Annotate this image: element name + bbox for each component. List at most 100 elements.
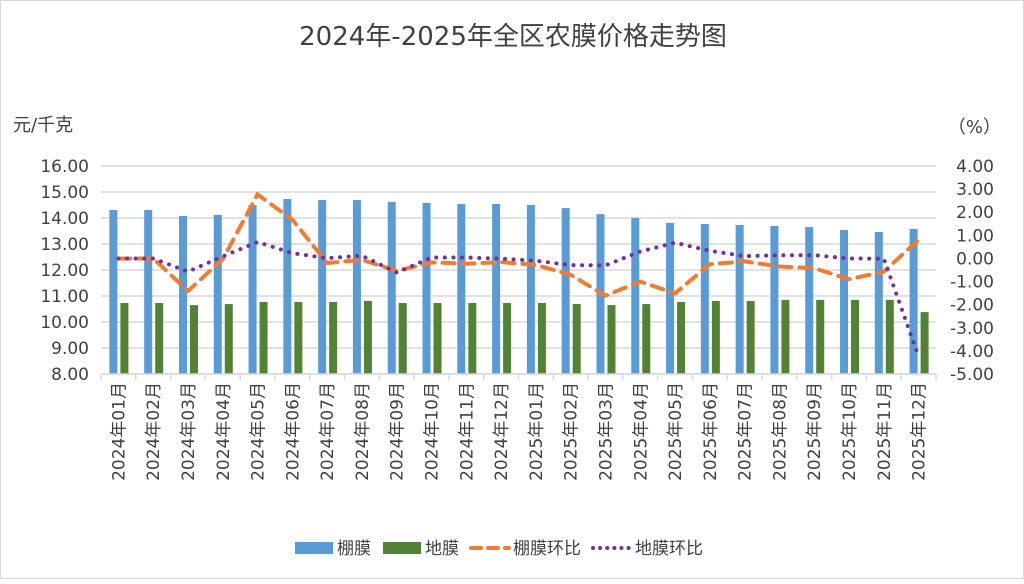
x-tick-label: 2024年04月 [214, 382, 234, 481]
y2-axis-label: （%） [948, 117, 1001, 138]
x-tick-label: 2025年03月 [596, 382, 616, 481]
y2-tick-label: -2.00 [950, 296, 994, 316]
bar-地膜 [781, 299, 790, 374]
y2-tick-label: -3.00 [950, 319, 994, 339]
x-tick-label: 2025年11月 [875, 382, 895, 481]
bar-棚膜 [387, 201, 396, 374]
x-tick-label: 2024年02月 [144, 382, 164, 481]
y2-tick-label: 3.00 [956, 180, 994, 200]
x-tick-label: 2024年08月 [353, 382, 373, 481]
x-tick-label: 2025年08月 [770, 382, 790, 481]
bar-棚膜 [770, 226, 779, 374]
y2-tick-label: -4.00 [950, 342, 994, 362]
bar-地膜 [677, 301, 686, 374]
bar-地膜 [155, 303, 164, 374]
line-地膜环比 [116, 239, 921, 359]
bar-棚膜 [492, 203, 501, 374]
chart-title: 2024年-2025年全区农膜价格走势图 [299, 22, 727, 52]
bar-地膜 [329, 301, 338, 374]
x-tick-label: 2024年07月 [318, 382, 338, 481]
bar-地膜 [468, 303, 477, 374]
bar-地膜 [120, 303, 129, 374]
bar-棚膜 [248, 205, 257, 374]
x-tick-label: 2025年06月 [701, 382, 721, 481]
bar-棚膜 [805, 227, 814, 374]
bar-棚膜 [631, 218, 640, 374]
bar-棚膜 [909, 228, 918, 374]
bar-地膜 [433, 303, 442, 374]
x-tick-label: 2025年10月 [840, 382, 860, 481]
bar-地膜 [294, 301, 303, 374]
bar-地膜 [885, 299, 894, 374]
bar-地膜 [398, 303, 407, 374]
bar-棚膜 [144, 209, 153, 374]
bar-棚膜 [874, 232, 883, 374]
bar-地膜 [503, 303, 512, 374]
y-tick-label: 13.00 [40, 235, 89, 255]
x-tick-label: 2025年07月 [736, 382, 756, 481]
bar-棚膜 [352, 200, 361, 374]
x-tick-label: 2025年09月 [805, 382, 825, 481]
y2-tick-label: 2.00 [956, 203, 994, 223]
y-tick-label: 11.00 [40, 287, 89, 307]
bar-棚膜 [735, 225, 744, 374]
legend-swatch [383, 542, 421, 554]
x-tick-label: 2024年01月 [109, 382, 129, 481]
bar-地膜 [816, 299, 825, 374]
y2-tick-label: 4.00 [956, 157, 994, 177]
bar-棚膜 [318, 200, 327, 374]
y2-tick-label: 0.00 [956, 249, 994, 269]
y-tick-label: 8.00 [51, 365, 89, 385]
legend-label: 地膜环比 [635, 539, 703, 559]
bar-棚膜 [213, 214, 222, 374]
bar-地膜 [363, 300, 372, 374]
y2-tick-label: 1.00 [956, 226, 994, 246]
legend-swatch [295, 542, 333, 554]
bar-地膜 [642, 304, 651, 374]
y2-tick-label: -1.00 [950, 273, 994, 293]
y-tick-label: 15.00 [40, 183, 89, 203]
x-tick-label: 2025年05月 [666, 382, 686, 481]
y-tick-label: 9.00 [51, 339, 89, 359]
bar-地膜 [920, 312, 929, 374]
y-tick-label: 16.00 [40, 157, 89, 177]
x-tick-label: 2025年02月 [562, 382, 582, 481]
x-tick-label: 2024年03月 [179, 382, 199, 481]
bar-棚膜 [526, 205, 535, 374]
legend-label: 棚膜环比 [513, 539, 581, 559]
y-tick-label: 14.00 [40, 209, 89, 229]
x-tick-label: 2025年04月 [631, 382, 651, 481]
x-tick-label: 2024年12月 [492, 382, 512, 481]
x-tick-label: 2025年12月 [910, 382, 930, 481]
bar-棚膜 [561, 208, 570, 374]
bar-棚膜 [840, 229, 849, 374]
y-tick-label: 10.00 [40, 313, 89, 333]
bar-地膜 [746, 300, 755, 374]
bar-地膜 [851, 299, 860, 374]
x-tick-label: 2024年06月 [283, 382, 303, 481]
y-axis-label: 元/千克 [13, 115, 73, 136]
x-tick-label: 2024年09月 [388, 382, 408, 481]
bar-地膜 [572, 304, 581, 374]
legend-label: 地膜 [425, 539, 459, 559]
y2-tick-label: -5.00 [950, 365, 994, 385]
bar-棚膜 [283, 199, 292, 374]
bar-地膜 [189, 305, 198, 374]
bar-棚膜 [178, 215, 187, 374]
bar-地膜 [711, 300, 720, 374]
legend-label: 棚膜 [337, 539, 371, 559]
bar-棚膜 [666, 222, 675, 374]
x-tick-label: 2024年11月 [457, 382, 477, 481]
bar-棚膜 [109, 209, 118, 374]
y-tick-label: 12.00 [40, 261, 89, 281]
bar-棚膜 [457, 203, 466, 374]
x-tick-label: 2024年05月 [249, 382, 269, 481]
x-tick-label: 2024年10月 [423, 382, 443, 481]
bar-地膜 [537, 303, 546, 374]
line-棚膜环比 [116, 191, 921, 298]
bar-地膜 [259, 301, 268, 374]
bar-地膜 [607, 305, 616, 374]
bar-地膜 [224, 304, 233, 374]
